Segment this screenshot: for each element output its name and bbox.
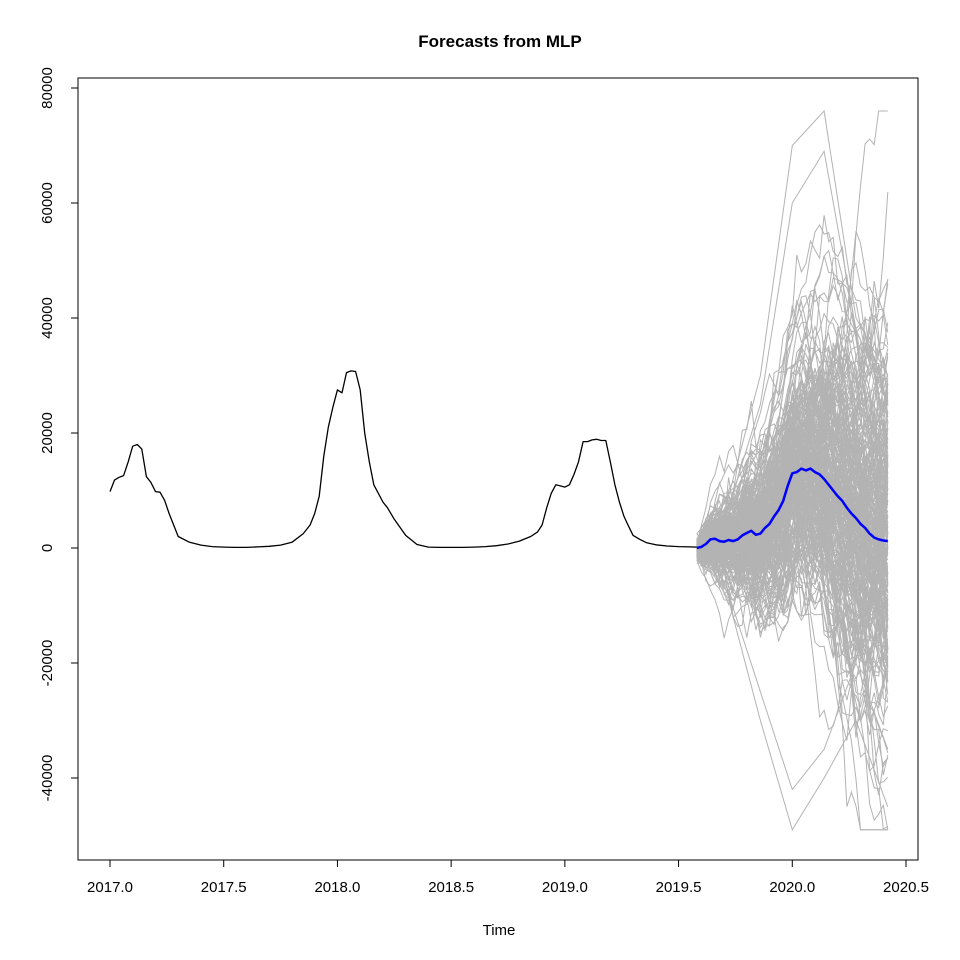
simulated-path (696, 423, 889, 555)
y-tick-label: -40000 (39, 755, 56, 802)
y-tick-label: 20000 (39, 412, 56, 454)
simulated-path (696, 371, 889, 620)
simulated-path (696, 504, 889, 718)
simulated-path (696, 429, 889, 676)
y-tick-label: 60000 (39, 182, 56, 224)
y-tick-label: -20000 (39, 640, 56, 687)
y-tick-label: 40000 (39, 297, 56, 339)
chart-title: Forecasts from MLP (418, 32, 581, 51)
simulated-path (696, 109, 889, 549)
x-axis: 2017.0 2017.5 2018.0 2018.5 2019.0 2019.5 2020… (87, 859, 929, 896)
simulated-path (696, 316, 889, 573)
simulated-path (696, 547, 889, 791)
simulated-path (696, 457, 889, 612)
x-tick-label: 2018.5 (428, 879, 474, 896)
mean-forecast-line (696, 467, 888, 550)
simulated-path (696, 428, 889, 560)
simulated-path (696, 371, 889, 617)
x-axis-label: Time (483, 922, 516, 939)
x-tick-label: 2019.5 (656, 879, 702, 896)
simulated-path (696, 223, 889, 541)
simulated-path (696, 547, 889, 832)
x-tick-label: 2020.5 (883, 879, 929, 896)
series-lines (109, 370, 888, 550)
simulated-path (696, 444, 889, 598)
y-tick-label: 80000 (39, 67, 56, 109)
simulated-path (696, 488, 889, 696)
y-axis: -40000 -20000 0 20000 40000 60000 80000 (39, 67, 79, 802)
simulated-path (696, 489, 889, 615)
simulated-path (696, 421, 889, 682)
x-tick-label: 2017.0 (87, 879, 133, 896)
x-tick-label: 2017.5 (201, 879, 247, 896)
simulated-path (696, 347, 889, 616)
simulated-path (696, 149, 889, 549)
simulated-path (696, 478, 889, 651)
x-tick-label: 2019.0 (542, 879, 588, 896)
simulated-path (696, 404, 889, 567)
x-tick-label: 2018.0 (314, 879, 360, 896)
simulated-path (696, 476, 889, 552)
simulated-path (696, 508, 889, 650)
observed-series-line (109, 370, 697, 549)
simulated-path (696, 447, 889, 588)
simulated-paths (696, 109, 889, 832)
y-tick-label: 0 (39, 544, 56, 552)
simulated-path (696, 371, 889, 552)
simulated-path (696, 543, 889, 736)
x-tick-label: 2020.0 (769, 879, 815, 896)
simulated-path (696, 449, 889, 741)
simulated-path (696, 404, 889, 641)
